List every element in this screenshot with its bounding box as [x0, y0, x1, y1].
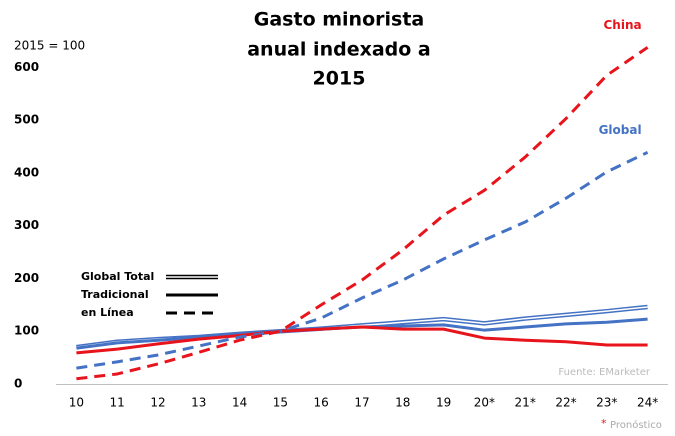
chart-title: anual indexado a — [247, 39, 431, 61]
x-tick-label: 24* — [637, 396, 658, 410]
chart-title: Gasto minorista — [254, 9, 424, 31]
line — [76, 46, 649, 381]
x-tick-label: 16 — [314, 396, 329, 410]
legend-label: Tradicional — [81, 288, 149, 301]
x-tick-label: 14 — [232, 396, 247, 410]
source: Fuente: EMarketer — [558, 367, 651, 378]
x-tick-label: 23* — [596, 396, 617, 410]
x-tick-label: 15 — [273, 396, 288, 410]
series-label: China — [603, 18, 641, 32]
y-tick-label: 400 — [14, 165, 39, 179]
y-tick-label: 300 — [14, 218, 39, 232]
footnote-mark: * — [601, 417, 607, 430]
x-tick-label: 22* — [555, 396, 576, 410]
x-tick-label: 17 — [354, 396, 369, 410]
x-tick-label: 11 — [110, 396, 125, 410]
x-tick-label: 18 — [395, 396, 410, 410]
y-tick-label: 500 — [14, 113, 39, 127]
chart-title: 2015 — [313, 68, 366, 90]
series-label: Global — [599, 123, 642, 137]
unit-label: 2015 = 100 — [14, 39, 85, 53]
x-tick-label: 21* — [515, 396, 536, 410]
footnote: Pronóstico — [610, 419, 662, 431]
x-tick-label: 20* — [474, 396, 495, 410]
x-tick-label: 13 — [191, 396, 206, 410]
y-tick-label: 100 — [14, 324, 39, 338]
x-tick-label: 12 — [150, 396, 165, 410]
x-tick-label: 10 — [69, 396, 84, 410]
legend-label: en Línea — [81, 306, 134, 319]
line — [76, 150, 649, 370]
y-tick-label: 0 — [14, 377, 22, 391]
y-tick-label: 200 — [14, 271, 39, 285]
line — [76, 325, 648, 355]
legend-label: Global Total — [81, 270, 154, 283]
y-tick-label: 600 — [14, 60, 39, 74]
x-tick-label: 19 — [436, 396, 451, 410]
